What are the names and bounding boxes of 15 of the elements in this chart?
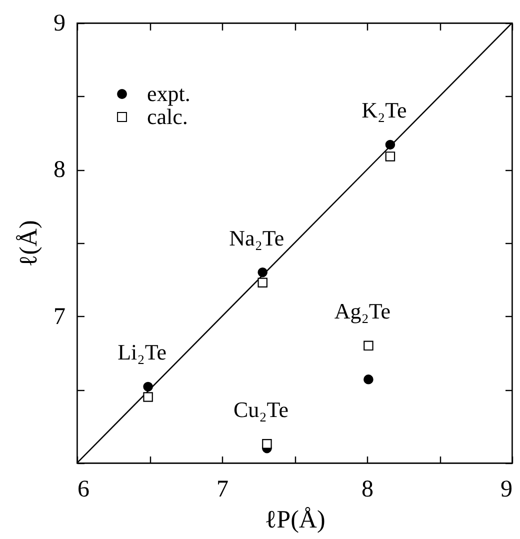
x-tick-label: 8 — [362, 476, 374, 502]
x-tick-label: 9 — [500, 476, 512, 502]
x-tick-label: 7 — [216, 476, 228, 502]
annotation: Na₂Te — [229, 225, 284, 250]
y-tick-label: 8 — [54, 157, 66, 184]
annotation: Li₂Te — [118, 340, 166, 365]
annotation: K₂Te — [362, 98, 407, 123]
y-axis-title: ℓ(Å) — [16, 220, 42, 267]
legend-label: expt. — [147, 81, 190, 106]
x-tick-label: 6 — [78, 476, 90, 502]
y-tick-label: 9 — [54, 10, 66, 36]
annotation: Cu₂Te — [233, 396, 288, 422]
y-tick-label: 7 — [54, 304, 66, 330]
x-axis-title: ℓP(Å) — [264, 506, 326, 534]
annotation: Ag₂Te — [334, 298, 391, 324]
